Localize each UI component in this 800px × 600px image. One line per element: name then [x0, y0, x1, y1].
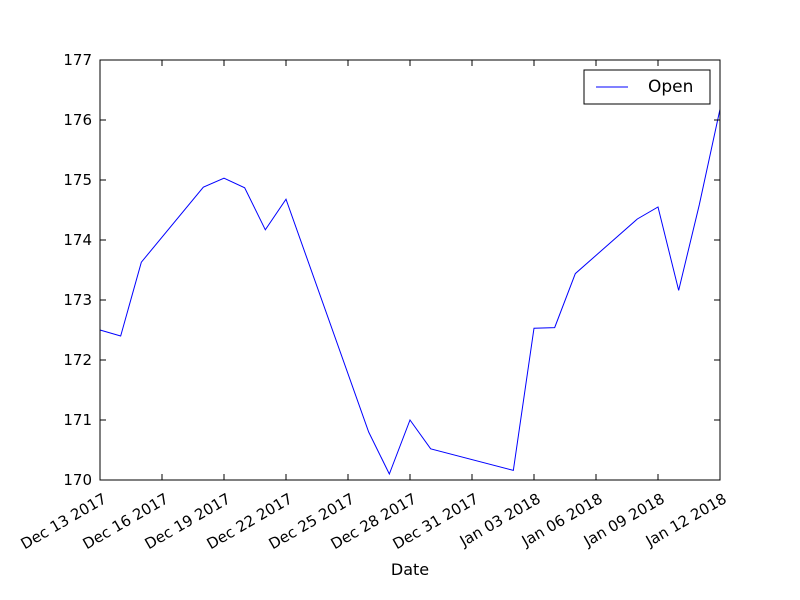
y-tick-label: 172 [63, 351, 92, 369]
legend-label-open: Open [648, 77, 693, 97]
y-tick-label: 177 [63, 51, 92, 69]
legend: Open [583, 69, 711, 105]
y-tick-label: 171 [63, 411, 92, 429]
y-tick-label: 175 [63, 171, 92, 189]
y-tick-label: 176 [63, 111, 92, 129]
y-tick-label: 173 [63, 291, 92, 309]
y-tick-label: 170 [63, 471, 92, 489]
x-axis-label: Date [391, 560, 429, 579]
y-tick-label: 174 [63, 231, 92, 249]
series-layer [99, 109, 721, 476]
series-line-open [99, 109, 721, 476]
plot-area [100, 60, 720, 480]
y-axis: 170 171 172 173 174 175 176 177 [63, 51, 720, 489]
